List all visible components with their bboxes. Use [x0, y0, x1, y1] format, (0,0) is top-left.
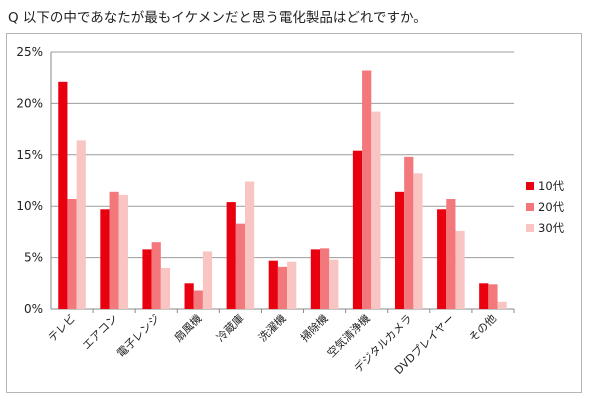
bar	[287, 261, 297, 309]
bar	[310, 249, 320, 309]
bar	[437, 209, 447, 309]
y-tick-label: 0%	[24, 302, 43, 316]
bar	[352, 150, 363, 309]
legend-swatch	[526, 224, 534, 232]
x-category-label: 扇風機	[171, 311, 204, 344]
bars	[58, 70, 507, 310]
bar	[109, 191, 119, 309]
x-category-label: エアコン	[80, 312, 120, 352]
bar	[142, 249, 152, 309]
bar	[446, 199, 456, 309]
y-tick-label: 25%	[16, 45, 43, 59]
bar	[488, 284, 498, 309]
bar	[268, 260, 278, 309]
bar	[67, 199, 77, 309]
bar	[362, 70, 372, 309]
bar	[226, 202, 236, 309]
x-category-label: 洗濯機	[255, 311, 288, 344]
bar	[413, 173, 423, 309]
y-tick-label: 10%	[16, 199, 43, 213]
legend-label: 30代	[538, 221, 565, 235]
bar	[455, 230, 465, 309]
question-text: Q 以下の中であなたが最もイケメンだと思う電化製品はどれですか。	[8, 10, 427, 26]
y-axis: 0% 5% 10% 15% 20% 25%	[16, 45, 515, 316]
bar	[202, 251, 213, 309]
legend-swatch	[526, 203, 534, 211]
bar	[193, 290, 203, 309]
bar	[118, 194, 128, 309]
bar	[235, 223, 246, 309]
x-category-label: 冷蔵庫	[213, 311, 246, 344]
bar	[184, 283, 194, 309]
bar	[76, 140, 86, 309]
x-category-label: その他	[467, 312, 500, 345]
y-tick-label: 5%	[24, 251, 43, 265]
bar	[58, 81, 68, 309]
x-category-label: 掃除機	[297, 311, 330, 344]
bar	[319, 248, 330, 309]
bar	[404, 156, 414, 309]
bar	[329, 259, 339, 309]
x-category-label: 電子レンジ	[114, 312, 162, 360]
bar	[277, 266, 288, 309]
y-tick-label: 15%	[16, 148, 43, 162]
bar	[100, 209, 110, 309]
legend: 10代 20代 30代	[526, 179, 565, 235]
bar	[160, 267, 171, 309]
legend-swatch	[526, 182, 534, 190]
legend-label: 20代	[538, 200, 565, 214]
y-tick-label: 20%	[16, 96, 43, 110]
x-category-label: テレビ	[46, 312, 79, 345]
bar	[245, 181, 255, 309]
legend-label: 10代	[538, 179, 565, 193]
bar	[479, 283, 489, 309]
bar	[151, 242, 161, 309]
bar	[497, 301, 507, 309]
bar	[394, 191, 405, 309]
bar	[371, 111, 381, 310]
